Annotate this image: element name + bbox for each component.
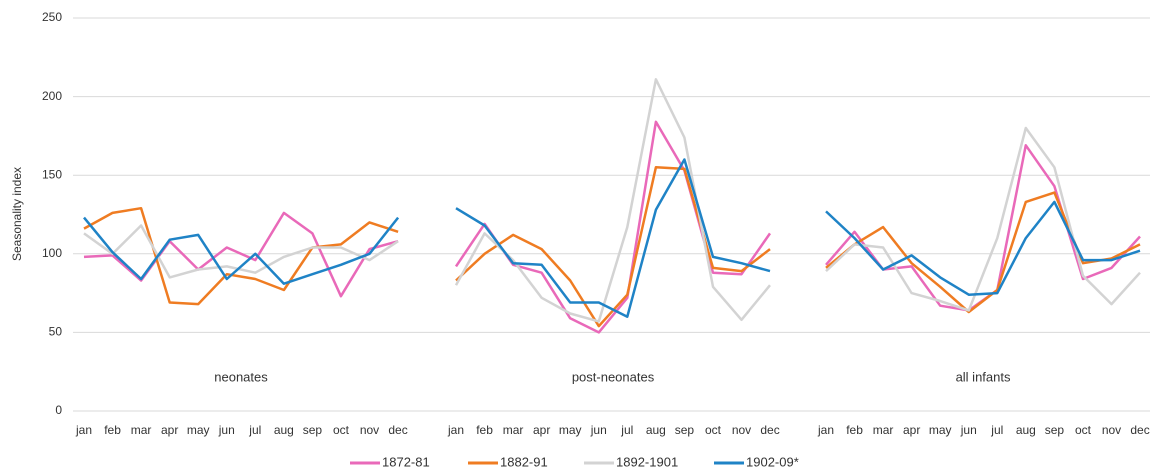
x-tick-label: may <box>187 423 210 437</box>
x-tick-label: jul <box>620 423 633 437</box>
panel-label: post-neonates <box>572 369 655 384</box>
x-tick-label: aug <box>646 423 666 437</box>
x-tick-label: feb <box>104 423 121 437</box>
y-tick-label: 200 <box>42 89 62 103</box>
x-tick-label: aug <box>274 423 294 437</box>
x-tick-label: jun <box>590 423 607 437</box>
x-tick-label: sep <box>303 423 323 437</box>
series-line <box>825 191 1141 314</box>
x-tick-label: feb <box>476 423 493 437</box>
panel-label: neonates <box>214 369 268 384</box>
y-tick-label: 100 <box>42 246 62 260</box>
series-line <box>825 200 1141 296</box>
x-tick-label: nov <box>360 423 379 437</box>
y-tick-label: 0 <box>55 403 62 417</box>
x-tick-label: oct <box>1075 423 1092 437</box>
y-tick-label: 250 <box>42 10 62 24</box>
x-tick-label: oct <box>333 423 350 437</box>
series-line <box>83 211 399 298</box>
legend-label: 1902-09* <box>746 454 799 469</box>
x-tick-label: may <box>559 423 582 437</box>
x-tick-label: may <box>929 423 952 437</box>
x-tick-label: mar <box>131 423 152 437</box>
x-tick-label: dec <box>760 423 779 437</box>
x-tick-label: apr <box>161 423 178 437</box>
x-tick-label: mar <box>503 423 524 437</box>
legend-label: 1892-1901 <box>616 454 678 469</box>
x-tick-label: aug <box>1016 423 1036 437</box>
series-line <box>454 78 771 323</box>
x-tick-label: sep <box>1045 423 1065 437</box>
x-tick-label: jan <box>447 423 464 437</box>
x-tick-label: sep <box>675 423 695 437</box>
series-line <box>455 166 771 328</box>
series-line <box>454 120 772 334</box>
x-tick-label: mar <box>873 423 894 437</box>
y-tick-label: 150 <box>42 167 62 181</box>
y-tick-label: 50 <box>49 325 63 339</box>
x-tick-label: feb <box>846 423 863 437</box>
panel-label: all infants <box>956 369 1011 384</box>
x-tick-label: dec <box>388 423 407 437</box>
x-tick-label: apr <box>533 423 550 437</box>
x-tick-label: jun <box>218 423 235 437</box>
x-tick-label: dec <box>1130 423 1149 437</box>
x-tick-label: jul <box>990 423 1003 437</box>
x-tick-label: nov <box>732 423 751 437</box>
x-tick-label: jan <box>75 423 92 437</box>
x-tick-label: nov <box>1102 423 1121 437</box>
legend-label: 1872-81 <box>382 454 430 469</box>
x-tick-label: jun <box>960 423 977 437</box>
legend-label: 1882-91 <box>500 454 548 469</box>
series-line <box>83 224 399 279</box>
x-tick-label: jan <box>817 423 834 437</box>
series-line <box>83 206 399 306</box>
x-tick-label: apr <box>903 423 920 437</box>
series-line <box>83 216 400 285</box>
x-tick-label: oct <box>705 423 722 437</box>
x-tick-label: jul <box>248 423 261 437</box>
series-line <box>455 158 771 318</box>
y-axis-label: Seasonality index <box>10 167 24 261</box>
series-line <box>825 126 1141 312</box>
